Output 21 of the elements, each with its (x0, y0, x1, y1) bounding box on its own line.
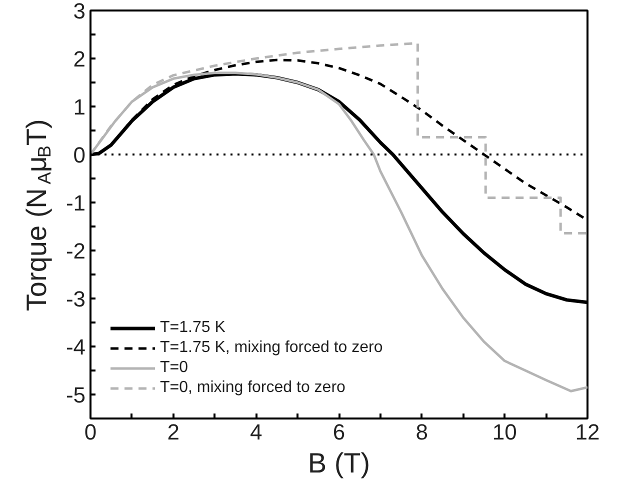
y-tick-label: -1 (66, 190, 86, 216)
y-tick-label: 3 (73, 0, 86, 24)
x-tick-label: 2 (167, 420, 180, 444)
x-tick-label: 8 (416, 420, 428, 444)
x-axis-title: B (T) (308, 448, 370, 478)
x-tick-label: 6 (332, 420, 346, 444)
x-tick-label: 10 (492, 420, 517, 444)
legend-label: T=1.75 K, mixing forced to zero (160, 339, 383, 357)
y-tick-label: -2 (66, 238, 86, 264)
y-tick-label: 0 (73, 142, 86, 168)
x-tick-label: 4 (250, 420, 262, 444)
y-tick-label: -3 (66, 286, 86, 312)
y-tick-label: -4 (66, 334, 86, 360)
y-tick-label: 2 (73, 46, 86, 72)
x-tick-label: 12 (575, 420, 600, 444)
legend-label: T=0, mixing forced to zero (160, 379, 346, 397)
y-tick-label: 1 (73, 94, 86, 120)
y-axis-title: Torque (NAμBT) (21, 119, 54, 312)
y-tick-label: -5 (66, 382, 86, 408)
legend-label: T=0 (160, 359, 188, 377)
legend-label: T=1.75 K (160, 319, 226, 337)
